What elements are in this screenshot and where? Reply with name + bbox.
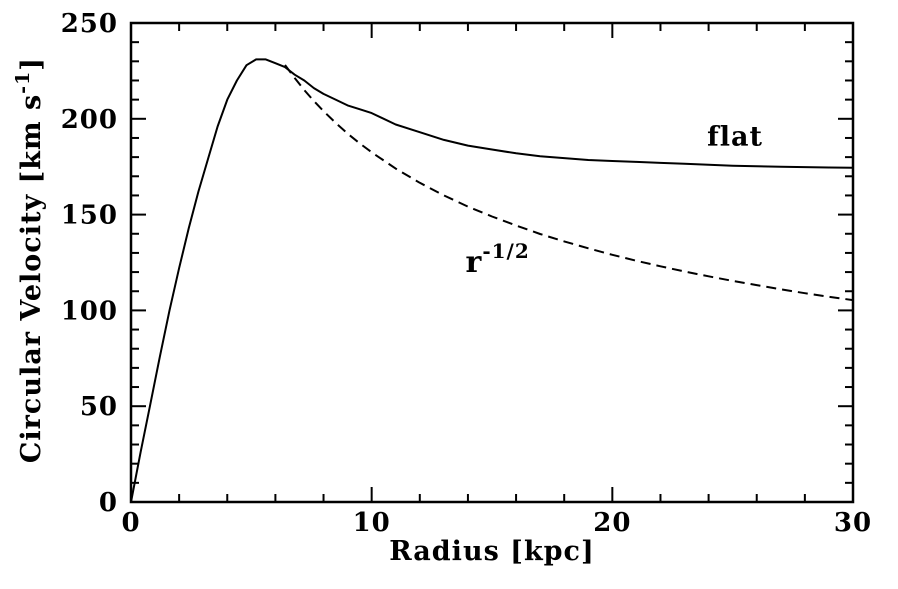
y-axis-title-superscript: -1 bbox=[12, 71, 34, 94]
y-tick-label: 150 bbox=[61, 201, 118, 231]
x-tick-label: 30 bbox=[834, 508, 872, 538]
y-tick-label: 200 bbox=[61, 105, 118, 135]
y-tick-label: 0 bbox=[99, 488, 118, 518]
x-axis-ticks bbox=[130, 23, 854, 502]
y-axis-ticks bbox=[131, 22, 853, 503]
x-tick-label: 20 bbox=[593, 508, 631, 538]
y-tick-label: 250 bbox=[61, 9, 118, 39]
x-axis-title: Radius [kpc] bbox=[389, 536, 595, 567]
y-tick-labels: 0 50 100 150 200 250 bbox=[61, 9, 118, 518]
y-axis-title-close-bracket: ] bbox=[16, 57, 47, 71]
x-tick-labels: 0 10 20 30 bbox=[121, 508, 872, 538]
flat-rotation-curve bbox=[130, 58, 854, 503]
flat-curve-label: flat bbox=[707, 122, 763, 153]
x-tick-label: 0 bbox=[121, 508, 140, 538]
y-tick-label: 100 bbox=[61, 296, 118, 326]
y-axis-title: Circular Velocity [km s-1] bbox=[12, 57, 47, 463]
y-tick-label: 50 bbox=[80, 392, 118, 422]
x-tick-label: 10 bbox=[353, 508, 391, 538]
y-axis-title-main: Circular Velocity [km s bbox=[16, 94, 47, 463]
keplerian-curve-label: r-1/2 bbox=[466, 239, 530, 280]
keplerian-label-base: r bbox=[466, 245, 483, 280]
keplerian-label-exponent: -1/2 bbox=[482, 239, 529, 263]
axes-frame bbox=[129, 21, 855, 504]
keplerian-curve bbox=[284, 64, 854, 302]
